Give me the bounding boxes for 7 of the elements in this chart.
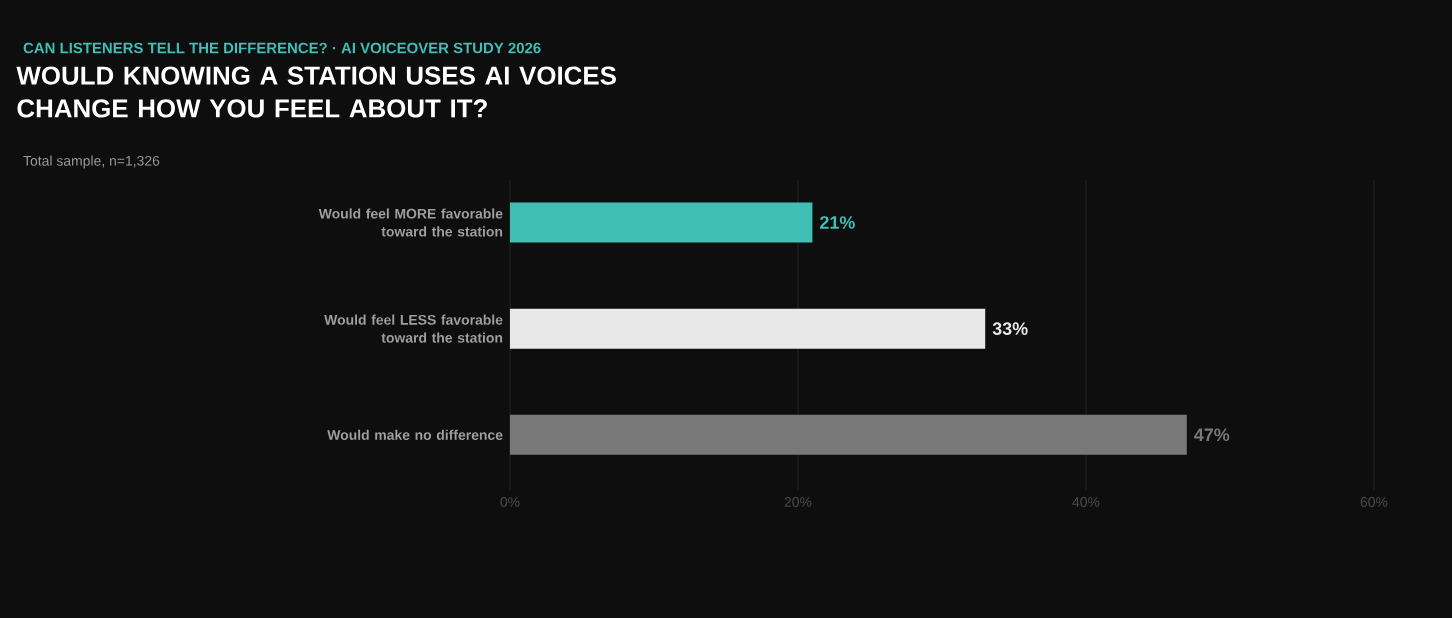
bar — [510, 308, 986, 349]
bar — [510, 414, 1187, 455]
data-label: 21% — [820, 216, 855, 229]
bar — [510, 202, 813, 243]
data-label: 33% — [992, 322, 1028, 335]
data-label: 47% — [1194, 428, 1230, 442]
chart-title: WOULD KNOWING A STATION USES AI VOICES CHANGE HOW YOU FEEL ABOUT IT? — [16, 66, 616, 118]
